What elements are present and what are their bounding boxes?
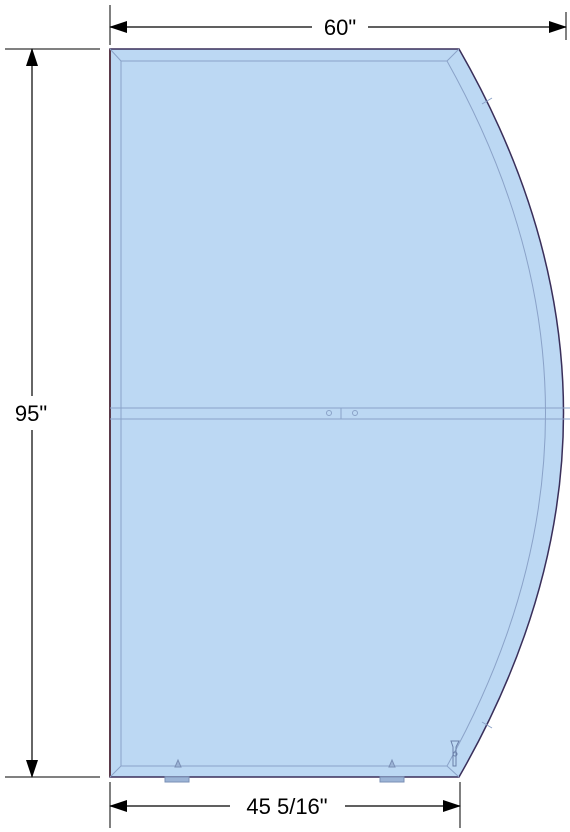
seam-hinge-right — [352, 410, 358, 416]
curve-segment-marks — [481, 97, 493, 729]
foot-left-marker — [174, 758, 182, 768]
foot-right-marker — [388, 758, 396, 768]
panel-feet — [164, 758, 405, 783]
seam-hinge-left — [326, 410, 332, 416]
foot-left — [164, 776, 190, 783]
glass-panel — [109, 48, 570, 783]
bottom-width-label: 45 5/16" — [246, 794, 327, 819]
top-width-label: 60" — [324, 15, 356, 40]
height-label: 95" — [15, 401, 47, 426]
panel-inner-frame — [120, 60, 546, 767]
latch-hardware — [450, 740, 460, 767]
foot-right — [379, 776, 405, 783]
panel-corner-bevels — [109, 48, 460, 778]
panel-body — [109, 48, 565, 778]
horizontal-seam — [110, 407, 570, 420]
dimension-lines — [26, 21, 567, 812]
